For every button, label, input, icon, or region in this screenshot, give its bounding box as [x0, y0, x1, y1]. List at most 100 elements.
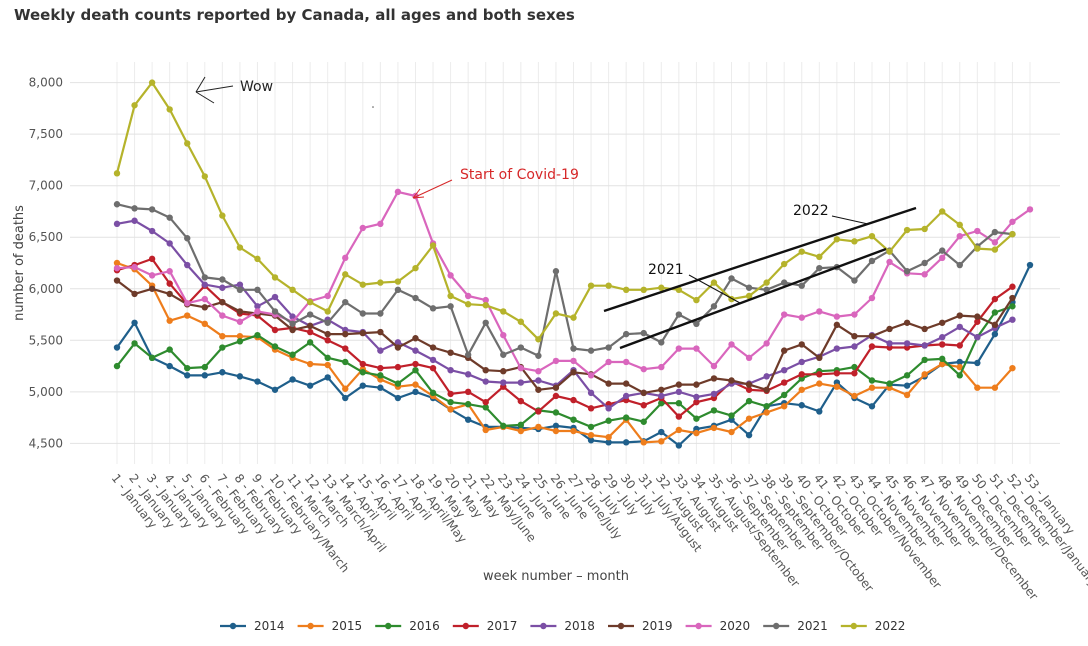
data-point-2014 [622, 439, 630, 446]
data-point-2016 [412, 367, 419, 374]
data-point-2016 [236, 338, 244, 345]
data-point-2018 [675, 388, 683, 396]
data-point-2016 [622, 414, 630, 421]
data-point-2017 [798, 371, 805, 378]
data-point-2015 [482, 426, 489, 434]
legend-marker-2015 [307, 622, 314, 630]
data-point-2018 [254, 303, 261, 310]
data-point-2015 [956, 363, 963, 371]
series-line-2022 [115, 81, 1014, 341]
data-point-2022 [622, 286, 630, 293]
data-point-2022 [658, 284, 665, 291]
chart-title: Weekly death counts reported by Canada, … [14, 6, 575, 24]
data-point-2021 [429, 305, 437, 312]
legend-label-2020: 2020 [720, 619, 751, 633]
data-point-2020 [148, 272, 156, 279]
data-point-2021 [131, 205, 138, 212]
data-point-2021 [500, 351, 507, 358]
data-point-2021 [447, 303, 454, 310]
data-point-2014 [324, 374, 331, 381]
data-point-2015 [851, 392, 858, 400]
data-point-2022 [780, 260, 788, 268]
legend-label-2019: 2019 [642, 619, 673, 633]
x-axis-title: week number – month [483, 569, 629, 584]
data-point-2021 [956, 261, 963, 269]
y-axis-ticks: 4,500 5,000 5,500 6,000 6,500 7,000 7,500 8,000 [29, 76, 63, 451]
data-point-2015 [570, 427, 577, 435]
label-pointer-2022 [831, 215, 869, 225]
data-point-2016 [851, 363, 858, 371]
data-point-2019 [570, 369, 577, 376]
wow-arrow-head [195, 76, 206, 93]
data-point-2020 [535, 368, 542, 375]
legend-marker-2014 [229, 622, 237, 630]
data-point-2020 [1026, 206, 1034, 213]
data-point-2020 [798, 314, 805, 321]
data-point-2022 [500, 308, 507, 315]
data-point-2021 [271, 308, 279, 315]
data-point-2019 [974, 313, 981, 320]
data-point-2019 [1009, 294, 1016, 302]
data-point-2016 [903, 372, 911, 379]
data-point-2015 [201, 320, 208, 328]
data-point-2014 [903, 382, 911, 389]
data-point-2019 [851, 332, 858, 340]
series-line-2015 [116, 261, 1014, 444]
data-point-2018 [622, 392, 630, 400]
data-point-2022 [482, 302, 489, 309]
series-lines [113, 79, 1034, 449]
annotation-label-2021: 2021 [648, 262, 684, 278]
data-point-2019 [306, 322, 314, 330]
data-point-2017 [324, 337, 331, 344]
data-point-2019 [359, 329, 367, 337]
data-point-2022 [991, 246, 999, 253]
data-point-2021 [113, 201, 121, 208]
data-point-2018 [184, 261, 191, 269]
data-point-2022 [816, 253, 823, 261]
data-point-2015 [324, 361, 331, 369]
data-point-2020 [587, 372, 595, 379]
data-point-2021 [816, 264, 823, 272]
data-point-2015 [342, 385, 349, 392]
data-point-2022 [324, 308, 331, 315]
data-point-2017 [587, 405, 595, 412]
data-point-2016 [201, 363, 208, 371]
data-point-2022 [798, 248, 805, 255]
data-point-2015 [236, 332, 244, 340]
y-tick-label: 6,500 [29, 230, 63, 244]
data-point-2021 [289, 320, 296, 328]
covid-arrow-head [412, 188, 421, 199]
data-point-2022 [429, 242, 437, 249]
data-point-2022 [570, 314, 577, 321]
data-point-2017 [447, 390, 454, 398]
data-point-2020 [693, 345, 700, 352]
data-point-2019 [956, 312, 963, 319]
data-point-2014 [956, 358, 963, 366]
data-point-2022 [184, 140, 191, 147]
data-point-2020 [658, 363, 665, 371]
data-point-2014 [289, 376, 296, 383]
data-point-2020 [394, 188, 402, 196]
data-point-2022 [763, 279, 770, 286]
data-point-2018 [271, 293, 279, 301]
data-point-2015 [306, 360, 314, 368]
data-point-2014 [1026, 261, 1034, 269]
data-point-2018 [833, 345, 841, 352]
data-point-2014 [587, 437, 595, 444]
data-point-2021 [587, 347, 595, 354]
data-point-2022 [1009, 230, 1016, 238]
data-point-2020 [939, 254, 946, 262]
data-point-2016 [710, 407, 718, 414]
data-point-2019 [991, 321, 999, 329]
data-point-2021 [201, 274, 208, 281]
data-point-2017 [833, 370, 841, 377]
data-point-2016 [289, 351, 296, 358]
data-point-2022 [710, 279, 718, 286]
data-point-2022 [289, 286, 296, 293]
data-point-2014 [166, 362, 173, 370]
data-point-2016 [745, 397, 753, 405]
data-point-2016 [342, 358, 349, 366]
data-point-2016 [605, 417, 612, 424]
